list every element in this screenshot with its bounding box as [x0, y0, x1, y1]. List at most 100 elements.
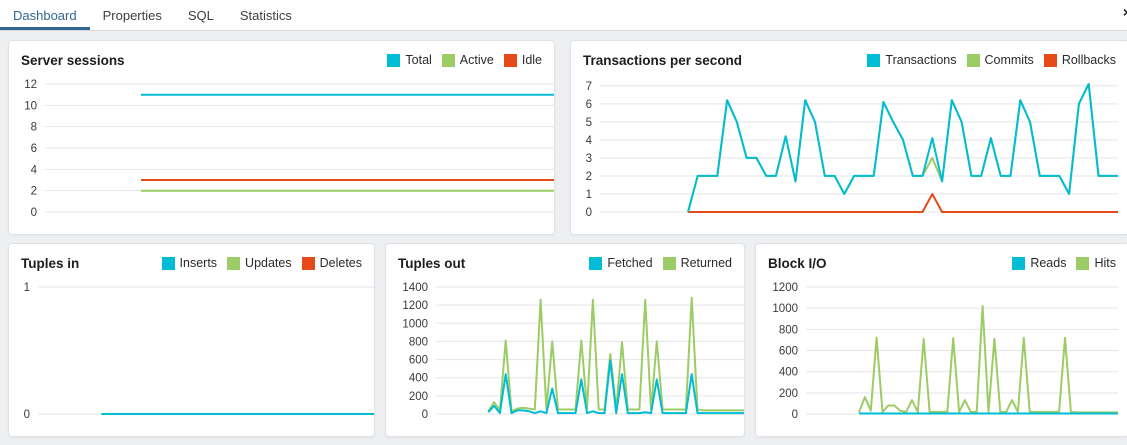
tab-properties[interactable]: Properties: [90, 0, 175, 30]
legend-label: Hits: [1094, 256, 1116, 270]
transactions-per-second-chart: 0 1 2 3 4 5 6 7: [571, 71, 1127, 236]
legend-swatch-deletes: [301, 256, 315, 270]
tab-statistics[interactable]: Statistics: [227, 0, 305, 30]
y-tick-label: 600: [779, 346, 798, 358]
panel-tuples-out: Tuples out Fetched Returned 0 200 400 600 800…: [385, 243, 745, 437]
y-tick-label: 10: [24, 100, 37, 112]
close-icon[interactable]: ×: [1122, 4, 1127, 20]
panel-title: Tuples in: [21, 255, 80, 271]
legend-swatch-idle: [503, 53, 517, 67]
legend-label: Rollbacks: [1061, 53, 1116, 67]
panel-title: Block I/O: [768, 255, 827, 271]
server-sessions-chart: 0 2 4 6 8 10 12: [9, 71, 554, 236]
y-tick-label: 0: [31, 207, 37, 219]
legend-label: Updates: [245, 256, 292, 270]
legend-label: Deletes: [319, 256, 362, 270]
chart-legend: Transactions Commits Rollbacks: [857, 53, 1116, 67]
tab-label: Properties: [102, 7, 162, 23]
legend-item-transactions: Transactions: [867, 53, 957, 67]
legend-item-deletes: Deletes: [301, 256, 362, 270]
y-tick-label: 1: [24, 282, 30, 294]
legend-swatch-active: [441, 53, 455, 67]
legend-swatch-updates: [227, 256, 241, 270]
y-tick-label: 6: [31, 143, 37, 155]
series-line-commits: [687, 83, 1118, 213]
legend-label: Returned: [680, 256, 732, 270]
legend-item-commits: Commits: [966, 53, 1034, 67]
panel-title: Server sessions: [21, 52, 125, 68]
tab-sql[interactable]: SQL: [175, 0, 227, 30]
panel-transactions-per-second: Transactions per second Transactions Comm…: [570, 40, 1127, 235]
legend-item-hits: Hits: [1076, 256, 1116, 270]
y-tick-label: 6: [586, 99, 592, 111]
legend-item-rollbacks: Rollbacks: [1043, 53, 1116, 67]
legend-item-fetched: Fetched: [589, 256, 653, 270]
server-sessions-canvas: 0 2 4 6 8 10 12: [24, 79, 554, 219]
y-tick-label: 3: [586, 153, 592, 165]
panel-title: Tuples out: [398, 255, 466, 271]
legend-swatch-commits: [966, 53, 980, 67]
y-tick-label: 400: [779, 367, 798, 379]
legend-item-inserts: Inserts: [161, 256, 218, 270]
y-tick-label: 1200: [402, 300, 428, 312]
legend-item-active: Active: [441, 53, 494, 67]
legend-item-reads: Reads: [1012, 256, 1066, 270]
legend-label: Commits: [984, 53, 1034, 67]
legend-item-returned: Returned: [662, 256, 732, 270]
y-tick-label: 0: [422, 409, 428, 421]
dashboard-content: Server sessions Total Active Idle 0 2 4 6 8 10 1…: [0, 31, 1127, 445]
legend-swatch-reads: [1012, 256, 1026, 270]
legend-label: Reads: [1030, 256, 1067, 270]
block-io-chart: 0 200 400 600 800 1000 1200: [756, 274, 1127, 438]
y-tick-label: 200: [409, 391, 428, 403]
legend-swatch-hits: [1076, 256, 1090, 270]
tab-label: Dashboard: [13, 7, 77, 23]
transactions-per-second-canvas: 0 1 2 3 4 5 6 7: [586, 81, 1118, 219]
legend-label: Active: [459, 53, 494, 67]
y-tick-label: 5: [586, 117, 592, 129]
legend-label: Idle: [521, 53, 542, 67]
panel-server-sessions: Server sessions Total Active Idle 0 2 4 6 8 10 1…: [8, 40, 555, 235]
block-io-canvas: 0 200 400 600 800 1000 1200: [772, 282, 1118, 421]
legend-label: Fetched: [607, 256, 653, 270]
legend-label: Inserts: [179, 256, 218, 270]
chart-legend: Reads Hits: [1002, 256, 1116, 270]
y-tick-label: 400: [409, 373, 428, 385]
y-tick-label: 1000: [402, 318, 428, 330]
y-tick-label: 0: [24, 409, 30, 421]
y-tick-label: 1000: [772, 303, 798, 315]
tab-dashboard[interactable]: Dashboard: [0, 0, 90, 30]
y-tick-label: 600: [409, 355, 428, 367]
legend-swatch-returned: [662, 256, 676, 270]
legend-swatch-fetched: [589, 256, 603, 270]
tab-bar: Dashboard Properties SQL Statistics ×: [0, 0, 1127, 31]
tuples-out-chart: 0 200 400 600 800 1000 1200 1400: [386, 274, 744, 438]
legend-swatch-rollbacks: [1043, 53, 1057, 67]
y-tick-label: 800: [409, 336, 428, 348]
series-line-rollbacks: [688, 193, 1118, 213]
chart-legend: Total Active Idle: [377, 53, 542, 67]
y-tick-label: 12: [24, 79, 37, 91]
tuples-out-canvas: 0 200 400 600 800 1000 1200 1400: [402, 282, 744, 421]
y-tick-label: 1400: [402, 282, 428, 294]
panel-title: Transactions per second: [583, 52, 743, 68]
legend-swatch-inserts: [161, 256, 175, 270]
tab-label: Statistics: [239, 7, 292, 23]
tuples-in-canvas: 01: [24, 282, 374, 421]
y-tick-label: 1: [586, 189, 592, 201]
y-tick-label: 800: [779, 324, 798, 336]
y-tick-label: 7: [586, 81, 592, 93]
series-line-transactions: [687, 83, 1118, 213]
legend-item-idle: Idle: [503, 53, 542, 67]
series-line-fetched: [487, 359, 744, 415]
y-tick-label: 0: [792, 409, 798, 421]
series-line-hits: [858, 305, 1118, 414]
y-tick-label: 4: [586, 135, 593, 147]
y-tick-label: 2: [31, 186, 37, 198]
legend-label: Transactions: [885, 53, 957, 67]
y-tick-label: 8: [31, 122, 37, 134]
legend-item-total: Total: [387, 53, 432, 67]
tab-label: SQL: [187, 7, 214, 23]
